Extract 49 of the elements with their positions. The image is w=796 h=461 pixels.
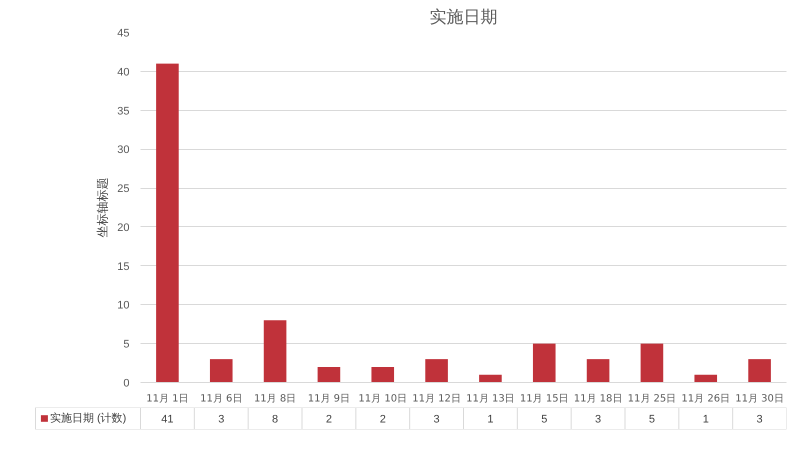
bar [532,344,556,382]
data-label: 3 [218,414,224,426]
data-label: 5 [541,414,548,426]
data-label: 41 [161,414,174,426]
data-label: 1 [702,414,709,426]
x-tick-label: 11月 6日 [200,394,242,404]
data-label: 3 [434,414,440,426]
y-tick-label: 30 [117,144,130,156]
x-tick-label: 11月 8日 [254,394,296,404]
x-tick-label: 11月 18日 [574,394,622,404]
bar [586,359,610,382]
bar [371,366,394,382]
bar [748,359,771,382]
x-tick-label: 11月 13日 [466,394,515,404]
bar [264,320,286,382]
x-tick-label: 11月 12日 [412,394,461,404]
data-label: 3 [756,414,763,426]
y-tick-label: 35 [117,105,130,118]
y-tick-label: 0 [123,378,130,390]
legend-label: 实施日期 (计数) [50,412,126,424]
x-tick-label: 11月 25日 [628,394,676,404]
x-tick-label: 11月 30日 [735,394,784,404]
y-tick-label: 5 [123,338,130,351]
data-label: 1 [487,414,494,426]
bar [156,64,179,382]
bar [425,359,448,382]
x-tick-label: 11月 15日 [520,394,569,404]
x-tick-label: 11月 9日 [308,394,350,404]
y-tick-label: 20 [117,222,130,234]
y-tick-label: 25 [117,183,130,196]
data-label: 3 [595,414,602,426]
chart-title: 实施日期 [430,8,498,28]
y-tick-label: 45 [117,28,130,40]
x-tick-label: 11月 26日 [681,394,730,404]
y-tick-label: 40 [117,66,130,78]
y-axis-title: 坐标轴标题 [95,178,110,238]
y-tick-label: 15 [117,260,130,273]
bar [210,359,233,382]
bar [479,374,502,382]
x-tick-label: 11月 10日 [358,394,408,404]
x-tick-label: 11月 1日 [146,394,189,404]
bar [318,366,340,382]
bar [694,374,718,382]
data-label: 2 [326,414,332,426]
data-label: 2 [380,414,386,426]
data-label: 8 [272,414,278,426]
bar [640,344,664,382]
y-tick-label: 10 [117,300,130,312]
data-label: 5 [648,414,655,426]
